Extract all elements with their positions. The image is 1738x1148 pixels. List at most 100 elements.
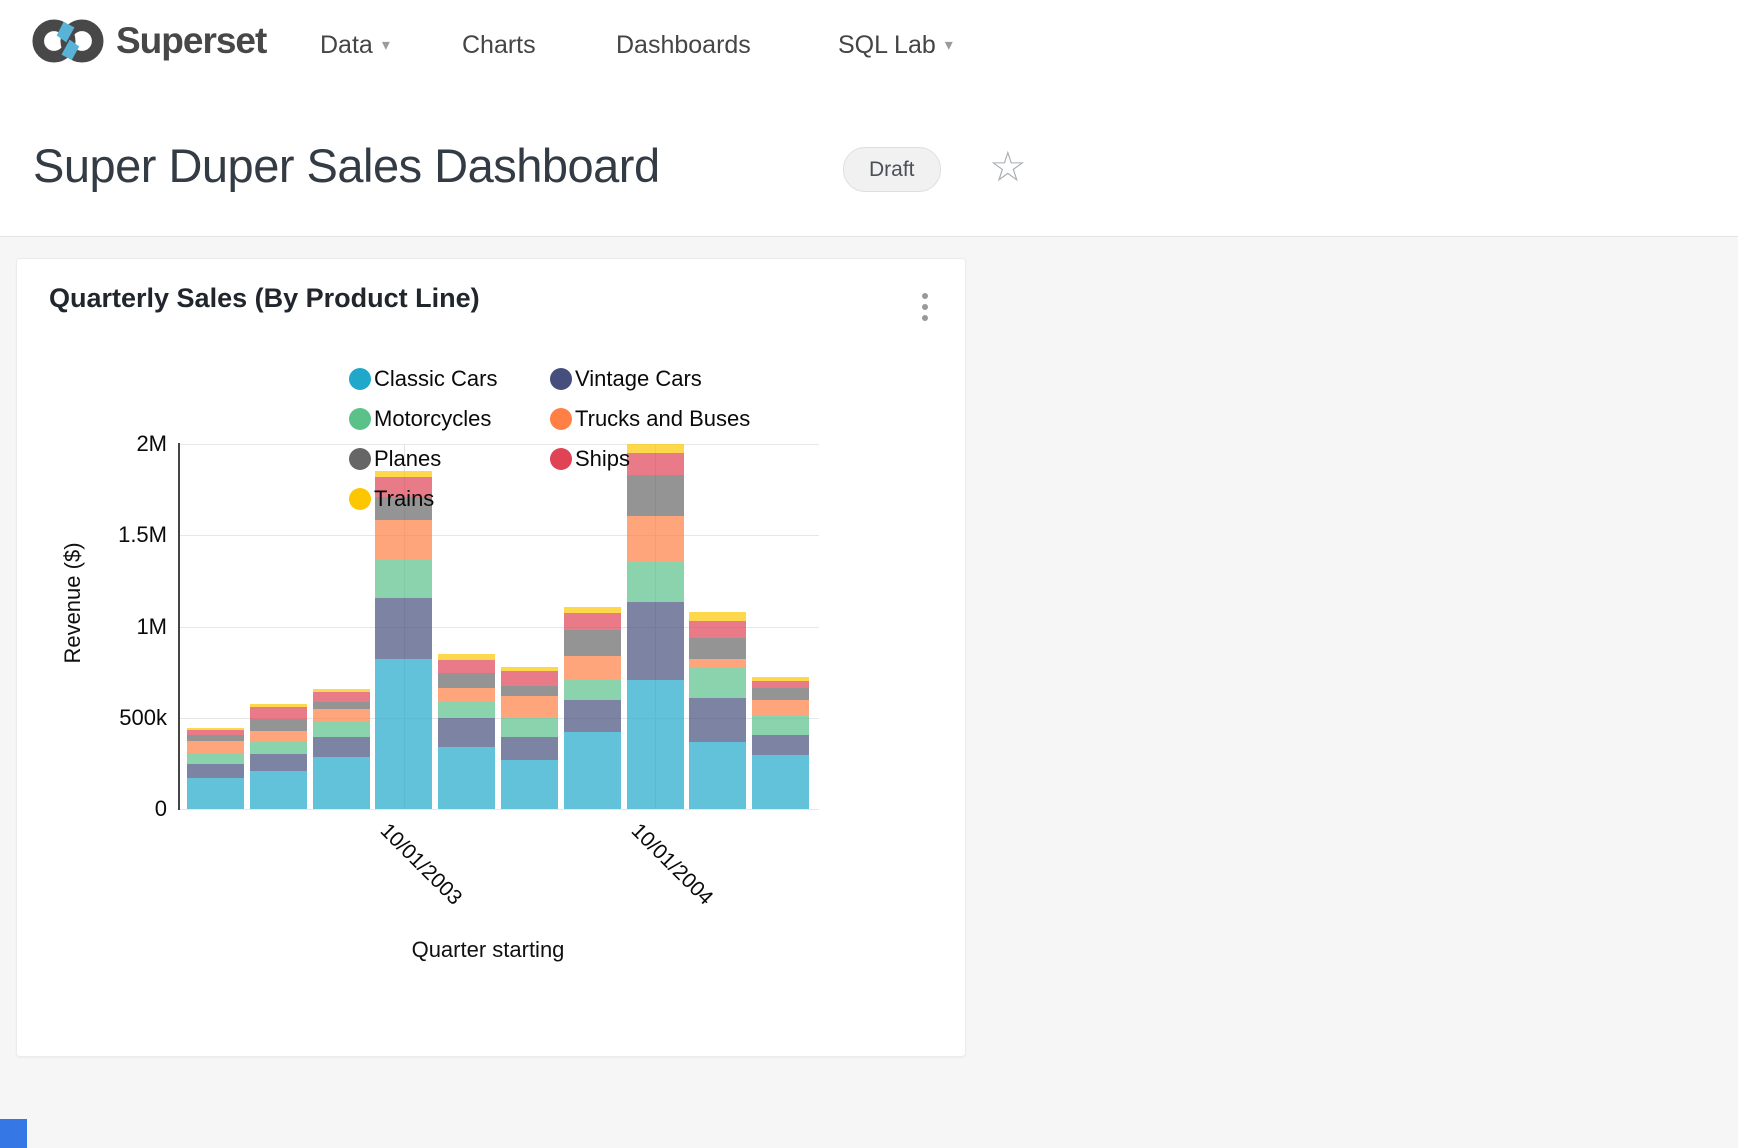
bar-segment-classic-cars[interactable]: [563, 731, 621, 809]
chart-kebab-menu-icon[interactable]: [913, 287, 937, 327]
bar-segment-trucks-and-buses[interactable]: [187, 741, 244, 753]
legend-item-classic-cars[interactable]: Classic Cars: [349, 359, 550, 399]
bar-segment-ships[interactable]: [249, 707, 307, 719]
stacked-bar-10-01-2004[interactable]: [626, 444, 684, 809]
bar-segment-planes[interactable]: [563, 630, 621, 657]
bar-segment-vintage-cars[interactable]: [375, 598, 433, 659]
gridline: [180, 535, 819, 537]
bar-segment-trains[interactable]: [689, 611, 747, 621]
bar-segment-trains[interactable]: [752, 677, 810, 681]
bar-segment-ships[interactable]: [312, 691, 370, 702]
bar-segment-classic-cars[interactable]: [312, 757, 370, 809]
bar-segment-planes[interactable]: [187, 734, 244, 742]
bar-segment-ships[interactable]: [689, 620, 747, 638]
bar-segment-trucks-and-buses[interactable]: [438, 688, 496, 702]
nav-item-dashboards[interactable]: Dashboards: [616, 31, 751, 59]
superset-logo[interactable]: Superset: [28, 12, 267, 70]
bar-segment-motorcycles[interactable]: [752, 716, 810, 735]
bar-segment-trains[interactable]: [375, 471, 433, 478]
stacked-bar-07-01-2003[interactable]: [312, 688, 370, 809]
stacked-bar-04-01-2003[interactable]: [249, 703, 307, 809]
nav-item-charts[interactable]: Charts: [462, 31, 536, 59]
bar-segment-ships[interactable]: [501, 671, 558, 687]
bar-segment-classic-cars[interactable]: [501, 760, 558, 809]
bar-segment-vintage-cars[interactable]: [563, 699, 621, 732]
bar-segment-classic-cars[interactable]: [187, 778, 244, 809]
legend-label: Vintage Cars: [575, 366, 702, 391]
bar-segment-trains[interactable]: [501, 666, 558, 672]
bar-segment-trains[interactable]: [187, 727, 244, 730]
bar-segment-motorcycles[interactable]: [312, 721, 370, 738]
draft-status-badge[interactable]: Draft: [843, 147, 941, 192]
bar-segment-vintage-cars[interactable]: [626, 601, 684, 680]
bar-segment-trucks-and-buses[interactable]: [689, 658, 747, 668]
stacked-bar-04-01-2004[interactable]: [501, 666, 558, 809]
bar-segment-planes[interactable]: [249, 718, 307, 731]
bar-segment-motorcycles[interactable]: [438, 701, 496, 719]
bar-segment-trucks-and-buses[interactable]: [626, 515, 684, 563]
bar-segment-ships[interactable]: [563, 612, 621, 631]
header-divider: [0, 236, 1738, 237]
bar-segment-planes[interactable]: [375, 496, 433, 520]
stacked-bar-10-01-2003[interactable]: [375, 471, 433, 809]
bar-segment-planes[interactable]: [626, 475, 684, 516]
bar-segment-trucks-and-buses[interactable]: [563, 656, 621, 680]
x-tick-label: 10/01/2003: [375, 819, 467, 910]
bar-segment-planes[interactable]: [752, 688, 810, 701]
bar-segment-vintage-cars[interactable]: [689, 698, 747, 742]
bar-segment-trains[interactable]: [626, 444, 684, 454]
bar-segment-trains[interactable]: [438, 654, 496, 660]
bar-segment-trains[interactable]: [312, 688, 370, 692]
bar-segment-classic-cars[interactable]: [438, 746, 496, 809]
stacked-bar-01-01-2003[interactable]: [187, 727, 244, 809]
bar-segment-trains[interactable]: [563, 607, 621, 613]
bar-segment-trucks-and-buses[interactable]: [501, 696, 558, 719]
legend-item-planes[interactable]: Planes: [349, 439, 550, 479]
bar-segment-ships[interactable]: [752, 680, 810, 689]
bar-segment-planes[interactable]: [438, 673, 496, 689]
bar-segment-vintage-cars[interactable]: [312, 737, 370, 758]
bar-segment-trucks-and-buses[interactable]: [752, 700, 810, 717]
bar-segment-trucks-and-buses[interactable]: [312, 708, 370, 722]
bar-segment-trucks-and-buses[interactable]: [375, 519, 433, 561]
bar-segment-classic-cars[interactable]: [689, 741, 747, 809]
bar-segment-classic-cars[interactable]: [375, 658, 433, 809]
bar-segment-motorcycles[interactable]: [626, 562, 684, 602]
bar-segment-planes[interactable]: [501, 686, 558, 697]
legend-item-vintage-cars[interactable]: Vintage Cars: [550, 359, 750, 399]
nav-item-data[interactable]: Data ▾: [320, 31, 390, 59]
stacked-bar-01-01-2005[interactable]: [689, 611, 747, 809]
bar-segment-classic-cars[interactable]: [626, 679, 684, 809]
bar-segment-ships[interactable]: [375, 477, 433, 497]
bar-segment-planes[interactable]: [689, 637, 747, 659]
nav-item-sql-lab[interactable]: SQL Lab ▾: [838, 31, 953, 59]
bar-segment-vintage-cars[interactable]: [187, 763, 244, 779]
bar-segment-ships[interactable]: [187, 730, 244, 735]
legend-label: Planes: [374, 446, 442, 471]
bar-segment-motorcycles[interactable]: [689, 667, 747, 699]
bar-segment-motorcycles[interactable]: [563, 679, 621, 700]
bar-segment-vintage-cars[interactable]: [501, 736, 558, 761]
stacked-bar-01-01-2004[interactable]: [438, 654, 496, 809]
bar-segment-motorcycles[interactable]: [187, 752, 244, 764]
legend-item-motorcycles[interactable]: Motorcycles: [349, 399, 550, 439]
bar-segment-ships[interactable]: [438, 659, 496, 674]
bar-segment-planes[interactable]: [312, 701, 370, 709]
bar-segment-motorcycles[interactable]: [375, 560, 433, 599]
bar-segment-vintage-cars[interactable]: [249, 753, 307, 771]
favorite-star-icon[interactable]: ☆: [989, 143, 1027, 190]
stacked-bar-04-01-2005[interactable]: [752, 677, 810, 809]
legend-item-trains[interactable]: Trains: [349, 479, 550, 519]
bar-segment-motorcycles[interactable]: [501, 718, 558, 737]
bar-segment-vintage-cars[interactable]: [438, 718, 496, 747]
bar-segment-vintage-cars[interactable]: [752, 734, 810, 756]
bar-segment-classic-cars[interactable]: [249, 770, 307, 809]
legend-item-ships[interactable]: Ships: [550, 439, 750, 479]
bar-segment-trains[interactable]: [249, 703, 307, 708]
bar-segment-ships[interactable]: [626, 453, 684, 476]
bar-segment-motorcycles[interactable]: [249, 740, 307, 754]
bar-segment-trucks-and-buses[interactable]: [249, 730, 307, 741]
legend-item-trucks-and-buses[interactable]: Trucks and Buses: [550, 399, 750, 439]
bar-segment-classic-cars[interactable]: [752, 755, 810, 809]
stacked-bar-07-01-2004[interactable]: [563, 607, 621, 809]
